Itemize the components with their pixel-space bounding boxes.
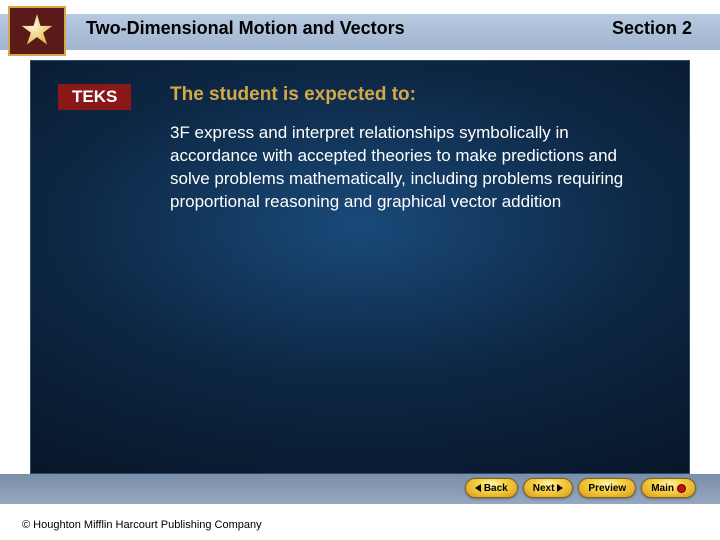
preview-label: Preview — [588, 483, 626, 494]
chevron-right-icon — [557, 484, 563, 492]
content-heading: The student is expected to: — [170, 84, 416, 106]
star-icon — [20, 14, 54, 48]
texas-logo — [8, 6, 66, 56]
next-button[interactable]: Next — [523, 478, 574, 498]
back-button[interactable]: Back — [465, 478, 518, 498]
main-label: Main — [651, 483, 674, 494]
slide-container: Two-Dimensional Motion and Vectors Secti… — [0, 0, 720, 540]
chapter-title: Two-Dimensional Motion and Vectors — [86, 18, 405, 39]
preview-button[interactable]: Preview — [578, 478, 636, 498]
teks-badge: TEKS — [58, 84, 131, 110]
content-body: 3F express and interpret relationships s… — [170, 122, 640, 214]
record-icon — [677, 484, 686, 493]
section-label: Section 2 — [612, 18, 692, 39]
main-button[interactable]: Main — [641, 478, 696, 498]
nav-bar: Back Next Preview Main — [465, 478, 696, 498]
back-label: Back — [484, 483, 508, 494]
chevron-left-icon — [475, 484, 481, 492]
copyright-text: © Houghton Mifflin Harcourt Publishing C… — [22, 519, 262, 531]
next-label: Next — [533, 483, 555, 494]
